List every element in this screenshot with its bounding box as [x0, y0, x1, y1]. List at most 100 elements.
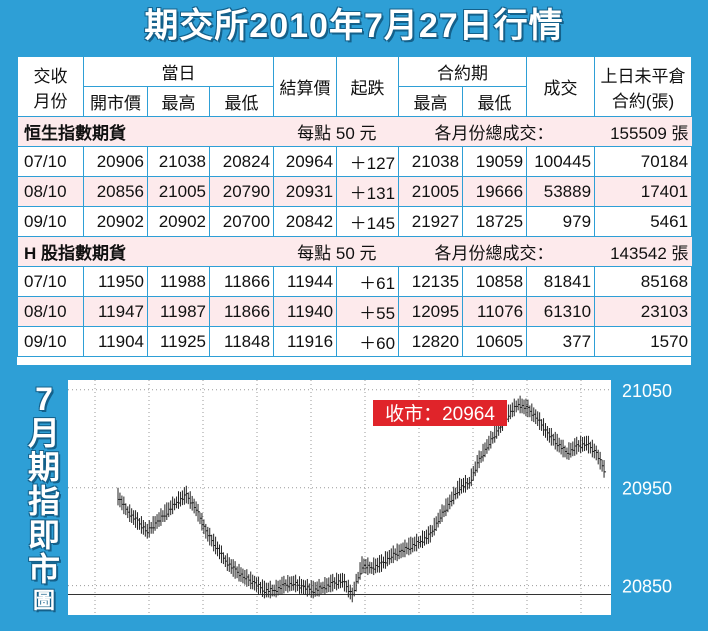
close-annotation-box [373, 400, 507, 426]
table-cell: 08/10 [17, 176, 84, 207]
y-tick-label: 21050 [622, 381, 672, 401]
header-change: 起跌 [336, 56, 400, 117]
table-row: 07/10 20906 21038 20824 20964 ＋127 21038 19059 1… [17, 146, 693, 177]
chart-label-char: 期 [27, 449, 60, 485]
section-per-point: 每點 50 元 [209, 116, 399, 147]
chart-label-char: 7 [35, 381, 53, 417]
chart-label-char: 指 [27, 483, 60, 519]
table-cell: 11866 [208, 296, 275, 327]
table-cell: 10605 [462, 326, 528, 357]
section-total-label: 各月份總成交： [398, 236, 595, 267]
table-cell: 10858 [462, 266, 528, 297]
table-cell: 100445 [526, 146, 596, 177]
table-cell: 12135 [398, 266, 464, 297]
grid [68, 380, 611, 615]
header-contract-low: 最低 [462, 86, 528, 117]
table-cell: 21038 [398, 146, 464, 177]
table-cell: 17401 [594, 176, 693, 207]
table-cell: 377 [526, 326, 596, 357]
table-cell: 11988 [147, 266, 210, 297]
table-cell: 11987 [147, 296, 210, 327]
table-cell: 11916 [273, 326, 338, 357]
table-cell: ＋55 [336, 296, 400, 327]
table-cell: 20931 [273, 176, 338, 207]
table-cell: 1570 [594, 326, 693, 357]
chart-label-char: 圖 [32, 588, 55, 613]
table-cell: 5461 [594, 206, 693, 237]
table-cell: 20700 [208, 206, 275, 237]
table-cell: 20856 [83, 176, 148, 207]
table-cell: 11944 [273, 266, 338, 297]
section-total: 143542 張 [594, 236, 692, 267]
header-high: 最高 [147, 86, 210, 117]
intraday-chart: 21050 20950 20850 收市：20964 [68, 380, 672, 615]
header-open: 開市價 [83, 86, 148, 117]
header-month-1: 交收 [33, 66, 68, 86]
table-cell: 19059 [462, 146, 528, 177]
header-month-2: 月份 [33, 91, 68, 111]
table-cell: ＋61 [336, 266, 400, 297]
table-cell: 21927 [398, 206, 464, 237]
section-header-row: 恒生指數期貨 每點 50 元各月份總成交： 155509 張 [17, 116, 692, 147]
y-tick-label: 20850 [622, 577, 672, 597]
close-annotation: 收市：20964 [385, 403, 495, 425]
table-cell: 23103 [594, 296, 693, 327]
section-total-label: 各月份總成交： [398, 116, 595, 147]
table-cell: 18725 [462, 206, 528, 237]
header-row-2: 開市價 最高 最低 最高 最低 [18, 86, 692, 117]
header-volume: 成交 [526, 56, 596, 117]
table-cell: 70184 [594, 146, 693, 177]
table-cell: 81841 [526, 266, 596, 297]
table-cell: ＋60 [336, 326, 400, 357]
header-contract-high: 最高 [398, 86, 464, 117]
table-cell: 20842 [273, 206, 338, 237]
table-cell: 12820 [398, 326, 464, 357]
table-cell: 08/10 [17, 296, 84, 327]
table-row: 09/10 20902 20902 20700 20842 ＋145 21927 18725 9… [17, 206, 693, 237]
table-cell: 12095 [398, 296, 464, 327]
header-month: 交收 月份 [17, 56, 84, 117]
table-cell: 09/10 [17, 326, 84, 357]
table-cell: 21005 [398, 176, 464, 207]
page-title: 期交所2010年7月27日行情 [144, 7, 564, 45]
table-cell: 20790 [208, 176, 275, 207]
table-cell: 19666 [462, 176, 528, 207]
table-cell: 20824 [208, 146, 275, 177]
table-cell: 07/10 [17, 146, 84, 177]
table-cell: 11866 [208, 266, 275, 297]
header-oi: 上日未平倉 合約(張) [594, 56, 693, 117]
table-cell: 20906 [83, 146, 148, 177]
chart-label-char: 月 [27, 415, 60, 451]
y-tick-labels: 21050 20950 20850 [622, 381, 672, 597]
table-cell: 07/10 [17, 266, 84, 297]
table-cell: 21005 [147, 176, 210, 207]
table-cell: 11848 [208, 326, 275, 357]
table-cell: 11925 [147, 326, 210, 357]
table-cell: 85168 [594, 266, 693, 297]
chart-label-char: 即 [27, 517, 60, 553]
table-cell: 20902 [83, 206, 148, 237]
quotes-table: 交收 月份 當日 結算價 起跌 合約期 成交 上日未平倉 合約(張) 開市價 最高 … [17, 56, 693, 357]
plot-area [68, 380, 611, 615]
table-cell: 20902 [147, 206, 210, 237]
header-low: 最低 [208, 86, 275, 117]
header-oi-1: 上日未平倉 [600, 66, 686, 86]
table-cell: 11950 [83, 266, 148, 297]
section-name: H 股指數期貨 [17, 236, 210, 267]
chart-label-char: 市 [27, 551, 60, 587]
table-cell: 11947 [83, 296, 148, 327]
table-cell: 979 [526, 206, 596, 237]
section-name: 恒生指數期貨 [17, 116, 210, 147]
table-row: 09/10 11904 11925 11848 11916 ＋60 12820 10605 37… [17, 326, 693, 357]
table-cell: 61310 [526, 296, 596, 327]
table-cell: ＋127 [336, 146, 400, 177]
table-cell: 53889 [526, 176, 596, 207]
y-tick-label: 20950 [622, 479, 672, 499]
header-settle: 結算價 [273, 56, 338, 117]
table-cell: ＋131 [336, 176, 400, 207]
header-contract-group: 合約期 [398, 56, 528, 87]
table-cell: 09/10 [17, 206, 84, 237]
section-per-point: 每點 50 元 [209, 236, 399, 267]
table-cell: 11076 [462, 296, 528, 327]
